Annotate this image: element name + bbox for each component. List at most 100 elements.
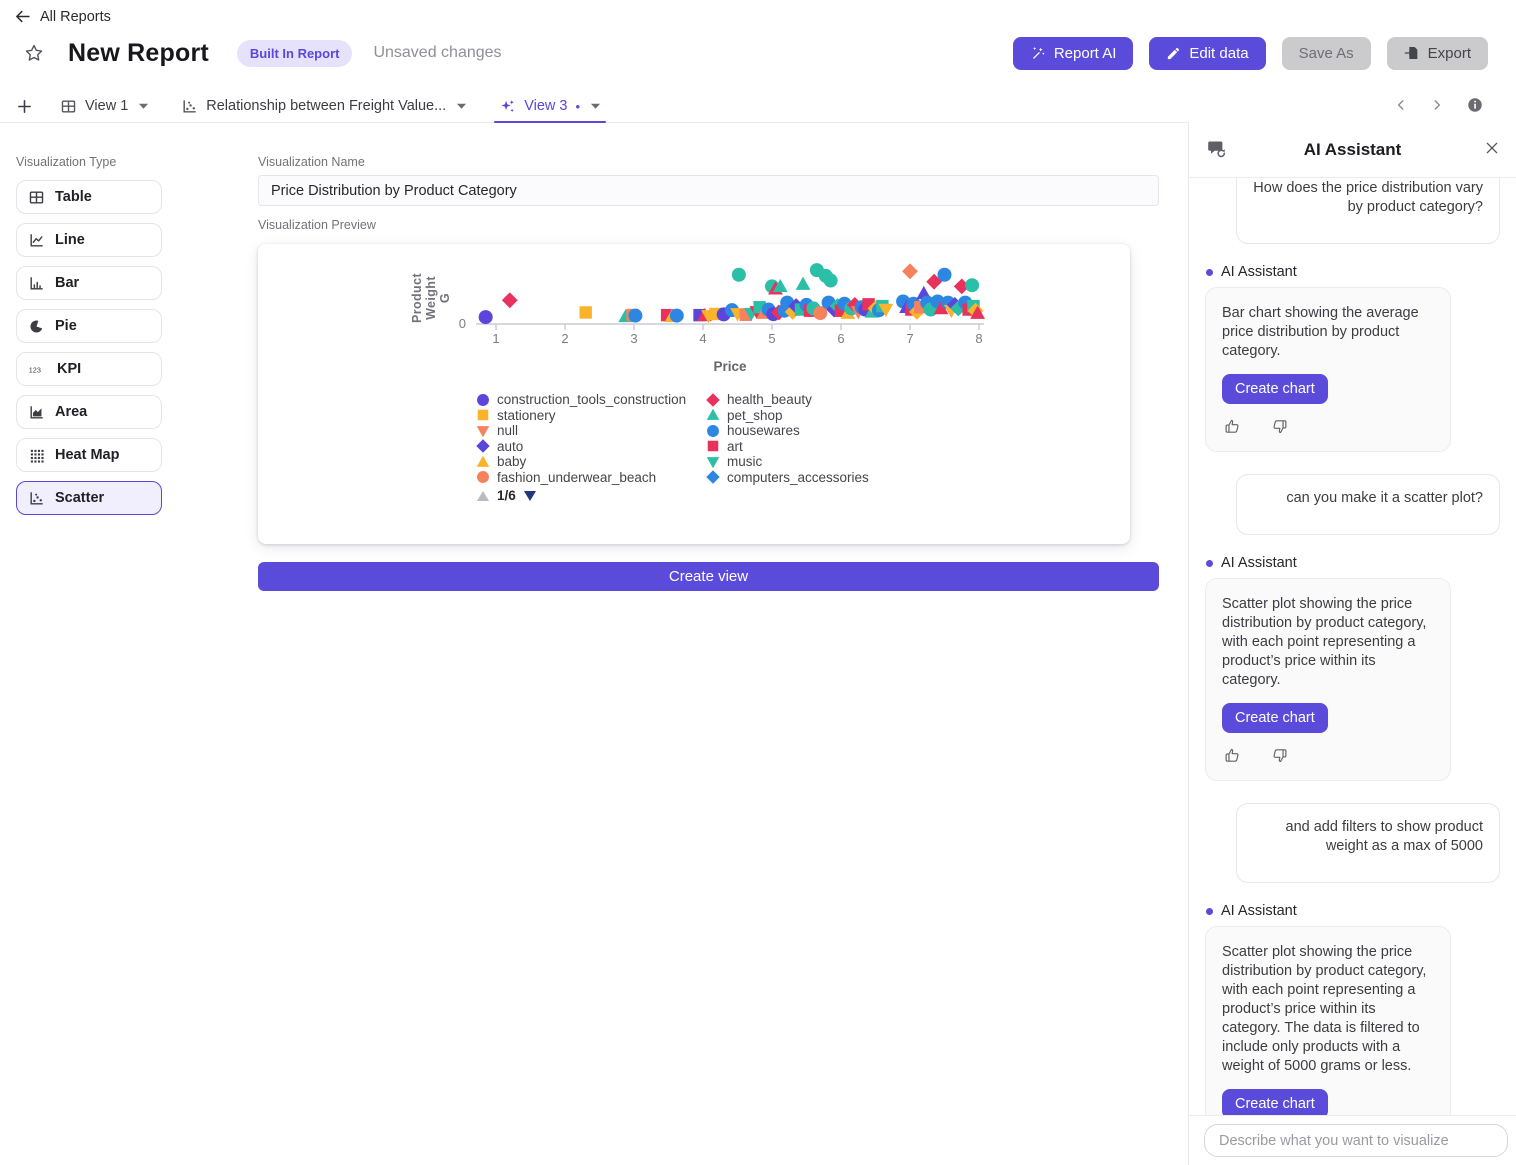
main-column: Visualization Name Visualization Preview… bbox=[258, 155, 1159, 591]
tab-view-3[interactable]: View 3 • bbox=[490, 90, 610, 123]
page-title: New Report bbox=[68, 38, 209, 67]
x-axis-title: Price bbox=[713, 359, 747, 374]
close-panel-icon[interactable] bbox=[1484, 140, 1500, 156]
edit-data-button[interactable]: Edit data bbox=[1149, 36, 1266, 70]
new-chat-icon[interactable] bbox=[1207, 140, 1227, 159]
chevron-left-icon[interactable] bbox=[1394, 97, 1408, 113]
legend-page-down-icon[interactable] bbox=[523, 490, 537, 502]
info-icon[interactable] bbox=[1466, 96, 1484, 114]
viz-type-heat-map[interactable]: Heat Map bbox=[16, 438, 162, 472]
visualization-type-list: Table Line Bar Pie 123 KPI Area Heat Map Scatter bbox=[16, 180, 162, 515]
legend-item-null: null bbox=[476, 423, 706, 439]
chart-legend: construction_tools_construction stationer… bbox=[476, 392, 869, 485]
scatter-icon bbox=[181, 98, 198, 115]
svg-text:0: 0 bbox=[459, 316, 466, 331]
legend-label: construction_tools_construction bbox=[497, 392, 687, 407]
svg-text:3: 3 bbox=[630, 331, 637, 346]
create-chart-button[interactable]: Create chart bbox=[1222, 374, 1328, 404]
circle-marker-icon bbox=[706, 424, 720, 438]
viz-type-label: Bar bbox=[55, 275, 80, 291]
assistant-name: AI Assistant bbox=[1221, 264, 1297, 280]
svg-text:6: 6 bbox=[837, 331, 844, 346]
tab-label: Relationship between Freight Value... bbox=[206, 98, 447, 114]
create-chart-button[interactable]: Create chart bbox=[1222, 1089, 1328, 1115]
thumbs-down-icon[interactable] bbox=[1271, 418, 1288, 435]
assistant-message-text: Bar chart showing the average price dist… bbox=[1222, 305, 1419, 359]
user-message: and add filters to show product weight a… bbox=[1236, 803, 1500, 883]
tab-relationship-between-freight-value[interactable]: Relationship between Freight Value... bbox=[172, 90, 476, 122]
legend-item-stationery: stationery bbox=[476, 408, 706, 424]
viz-type-label: Table bbox=[55, 189, 92, 205]
edit-data-label: Edit data bbox=[1189, 44, 1249, 62]
tab-label: View 3 bbox=[524, 98, 568, 114]
report-ai-label: Report AI bbox=[1053, 44, 1117, 62]
user-message: How does the price distribution vary by … bbox=[1236, 178, 1500, 244]
export-button[interactable]: Export bbox=[1386, 36, 1488, 70]
viz-type-label: Pie bbox=[55, 318, 77, 334]
view-navigation bbox=[1394, 96, 1484, 114]
legend-page-up-icon[interactable] bbox=[476, 490, 490, 502]
report-ai-button[interactable]: Report AI bbox=[1012, 36, 1134, 70]
favorite-star-icon[interactable] bbox=[24, 43, 44, 63]
assistant-name: AI Assistant bbox=[1221, 903, 1297, 919]
triangle-up-marker-icon bbox=[476, 455, 490, 469]
circle-marker-icon bbox=[476, 393, 490, 407]
unsaved-changes-status: Unsaved changes bbox=[373, 44, 502, 61]
chat-message-list: How does the price distribution vary by … bbox=[1189, 178, 1516, 1115]
caret-down-icon[interactable] bbox=[138, 102, 149, 110]
chevron-right-icon[interactable] bbox=[1430, 97, 1444, 113]
legend-label: fashion_underwear_beach bbox=[497, 469, 657, 485]
caret-down-icon[interactable] bbox=[590, 102, 601, 110]
scatter-plot: 1 2 3 4 5 6 7 8 0 bbox=[258, 244, 1130, 352]
assistant-sender-label: AI Assistant bbox=[1206, 555, 1500, 571]
square-marker-icon bbox=[476, 408, 490, 422]
legend-label: housewares bbox=[727, 423, 800, 438]
visualization-type-sidebar: Visualization Type Table Line Bar Pie 123 KPI… bbox=[16, 155, 162, 524]
legend-page-indicator: 1/6 bbox=[497, 488, 516, 503]
viz-type-bar[interactable]: Bar bbox=[16, 266, 162, 300]
legend-label: auto bbox=[497, 438, 524, 454]
thumbs-down-icon[interactable] bbox=[1271, 747, 1288, 764]
visualization-name-input[interactable] bbox=[258, 175, 1159, 206]
table-icon bbox=[28, 189, 45, 206]
diamond-marker-icon bbox=[706, 470, 720, 484]
legend-item-pet-shop: pet_shop bbox=[706, 408, 869, 424]
legend-label: stationery bbox=[497, 407, 556, 423]
legend-item-music: music bbox=[706, 454, 869, 470]
legend-label: computers_accessories bbox=[727, 469, 869, 485]
back-to-all-reports[interactable]: All Reports bbox=[14, 8, 111, 25]
legend-label: health_beauty bbox=[727, 392, 812, 407]
header-buttons: Report AI Edit data Save As Export bbox=[1012, 36, 1488, 70]
chat-input-bar bbox=[1189, 1115, 1516, 1165]
svg-text:123: 123 bbox=[29, 365, 41, 374]
viz-type-pie[interactable]: Pie bbox=[16, 309, 162, 343]
viz-type-label: Heat Map bbox=[55, 447, 120, 463]
viz-type-kpi[interactable]: 123 KPI bbox=[16, 352, 162, 386]
caret-down-icon[interactable] bbox=[456, 102, 467, 110]
thumbs-up-icon[interactable] bbox=[1224, 418, 1241, 435]
viz-type-line[interactable]: Line bbox=[16, 223, 162, 257]
assistant-dot-icon bbox=[1206, 907, 1213, 915]
chat-prompt-input[interactable] bbox=[1204, 1124, 1508, 1157]
svg-text:5: 5 bbox=[768, 331, 775, 346]
create-view-button[interactable]: Create view bbox=[258, 562, 1159, 591]
svg-text:4: 4 bbox=[699, 331, 706, 346]
ai-assistant-panel: AI Assistant How does the price distribu… bbox=[1188, 122, 1516, 1165]
viz-type-table[interactable]: Table bbox=[16, 180, 162, 214]
legend-item-construction-tools-construction: construction_tools_construction bbox=[476, 392, 706, 408]
create-chart-button[interactable]: Create chart bbox=[1222, 703, 1328, 733]
viz-type-area[interactable]: Area bbox=[16, 395, 162, 429]
export-label: Export bbox=[1427, 44, 1471, 62]
save-as-button[interactable]: Save As bbox=[1281, 36, 1371, 70]
viz-type-scatter[interactable]: Scatter bbox=[16, 481, 162, 515]
add-view-button[interactable] bbox=[16, 98, 33, 115]
assistant-message-text: Scatter plot showing the price distribut… bbox=[1222, 944, 1427, 1074]
tab-view-1[interactable]: View 1 bbox=[51, 90, 158, 122]
assistant-sender-label: AI Assistant bbox=[1206, 264, 1500, 280]
kpi-icon: 123 bbox=[28, 362, 47, 377]
legend-label: pet_shop bbox=[727, 407, 783, 423]
heatmap-icon bbox=[28, 447, 45, 464]
user-message: can you make it a scatter plot? bbox=[1236, 474, 1500, 535]
thumbs-up-icon[interactable] bbox=[1224, 747, 1241, 764]
